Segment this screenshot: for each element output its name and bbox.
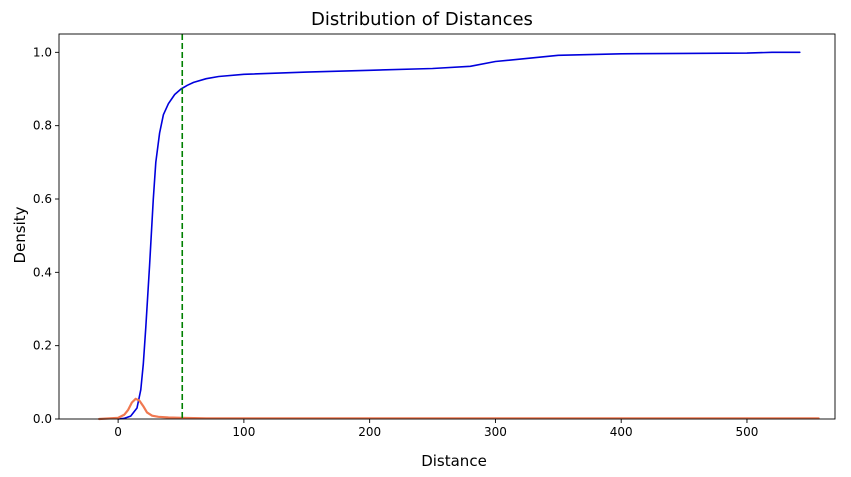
- cdf-series-line: [117, 51, 801, 420]
- y-axis-title: Density: [11, 206, 29, 263]
- x-tick-label: 500: [736, 425, 759, 439]
- y-tick-label: 0.2: [33, 339, 52, 353]
- axes: 0 100 200 300 400 500 0.0 0.2 0.4 0.6 0.8 1.0: [33, 33, 836, 439]
- y-tick-label: 0.8: [33, 119, 52, 133]
- plot-area: [98, 34, 820, 421]
- y-tick-label: 0.0: [33, 412, 52, 426]
- x-tick-label: 400: [610, 425, 633, 439]
- x-axis-title: Distance: [421, 452, 487, 470]
- x-tick-label: 0: [114, 425, 122, 439]
- y-tick-label: 0.6: [33, 192, 52, 206]
- x-tick-label: 100: [232, 425, 255, 439]
- x-tick-label: 200: [358, 425, 381, 439]
- y-tick-label: 0.4: [33, 265, 52, 279]
- y-tick-label: 1.0: [33, 45, 52, 59]
- chart-title: Distribution of Distances: [311, 9, 533, 30]
- density-series-line: [98, 397, 820, 421]
- plot-frame: [58, 33, 836, 420]
- x-tick-label: 300: [484, 425, 507, 439]
